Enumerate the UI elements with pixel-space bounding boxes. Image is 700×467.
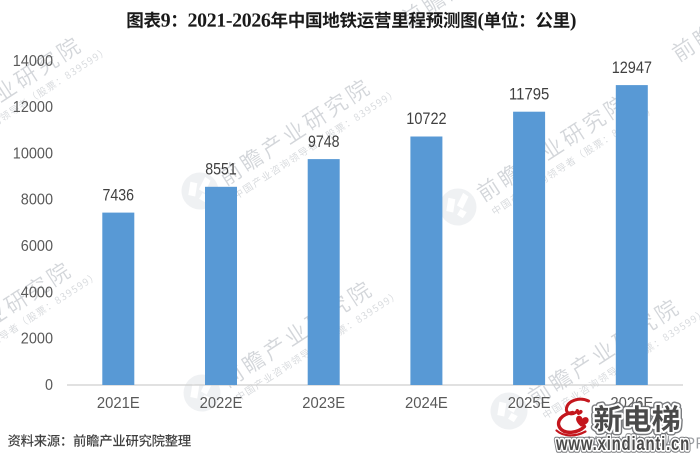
svg-text:12000: 12000 (13, 99, 53, 116)
svg-text:2024E: 2024E (405, 395, 448, 412)
svg-text:2000: 2000 (21, 331, 53, 348)
svg-text:6000: 6000 (21, 238, 53, 255)
svg-text:www.xindianti.cn: www.xindianti.cn (555, 433, 690, 455)
svg-text:12947: 12947 (612, 59, 652, 77)
svg-text:14000: 14000 (13, 53, 53, 70)
svg-text:2023E: 2023E (302, 395, 345, 412)
svg-text:2021E: 2021E (97, 395, 140, 412)
svg-text:8551: 8551 (205, 161, 237, 179)
svg-text:2025E: 2025E (508, 395, 551, 412)
svg-text:www.xindianti.cn: www.xindianti.cn (555, 433, 690, 455)
svg-text:10000: 10000 (13, 145, 53, 162)
svg-text:7436: 7436 (103, 186, 135, 204)
svg-text:8000: 8000 (21, 192, 53, 209)
svg-text:2022E: 2022E (200, 395, 243, 412)
svg-text:9748: 9748 (308, 133, 340, 151)
svg-text:0: 0 (45, 377, 53, 394)
svg-text:11795: 11795 (509, 85, 549, 103)
svg-text:www.xindianti.cn: www.xindianti.cn (555, 433, 690, 455)
svg-text:10722: 10722 (406, 110, 446, 128)
svg-text:4000: 4000 (21, 284, 53, 301)
